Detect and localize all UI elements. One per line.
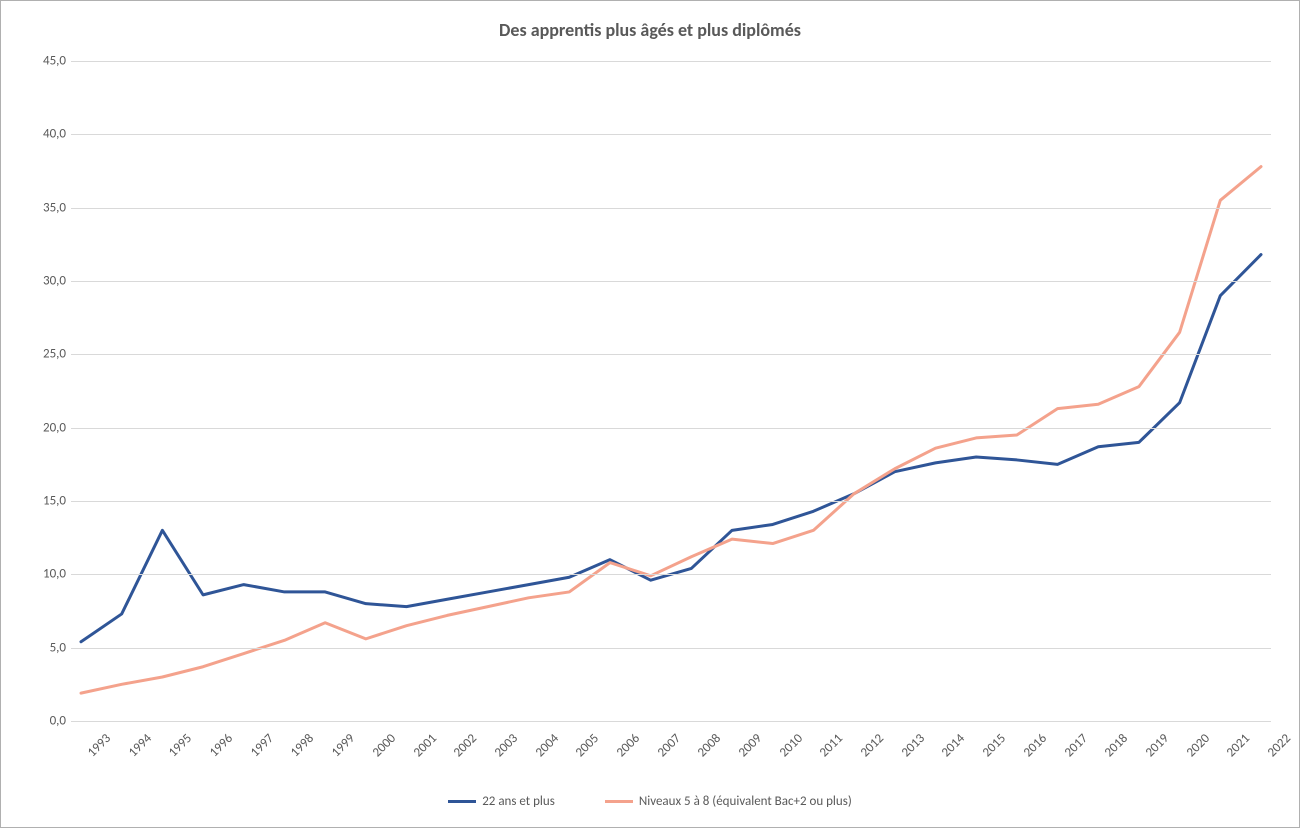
ytick-label: 15,0 bbox=[26, 494, 66, 509]
xtick-label: 2003 bbox=[492, 731, 521, 760]
legend: 22 ans et plus Niveaux 5 à 8 (équivalent … bbox=[1, 794, 1299, 809]
xtick-label: 1993 bbox=[85, 731, 114, 760]
xtick-label: 2013 bbox=[899, 731, 928, 760]
xtick-label: 2019 bbox=[1143, 731, 1172, 760]
gridline bbox=[71, 428, 1271, 429]
ytick-label: 20,0 bbox=[26, 420, 66, 435]
xtick-label: 1997 bbox=[247, 731, 276, 760]
xtick-label: 2002 bbox=[451, 731, 480, 760]
legend-swatch bbox=[605, 800, 633, 803]
xtick-label: 2000 bbox=[370, 731, 399, 760]
chart-lines bbox=[71, 61, 1271, 721]
legend-item-age22plus: 22 ans et plus bbox=[448, 794, 555, 809]
xtick-label: 1994 bbox=[125, 731, 154, 760]
gridline bbox=[71, 354, 1271, 355]
gridline bbox=[71, 721, 1271, 722]
xtick-label: 2020 bbox=[1183, 731, 1212, 760]
xtick-label: 2014 bbox=[939, 731, 968, 760]
gridline bbox=[71, 281, 1271, 282]
gridline bbox=[71, 648, 1271, 649]
xtick-label: 1995 bbox=[166, 731, 195, 760]
xtick-label: 1996 bbox=[207, 731, 236, 760]
legend-label: Niveaux 5 à 8 (équivalent Bac+2 ou plus) bbox=[639, 794, 852, 809]
xtick-label: 2006 bbox=[614, 731, 643, 760]
ytick-label: 30,0 bbox=[26, 274, 66, 289]
gridline bbox=[71, 574, 1271, 575]
plot-area: 0,05,010,015,020,025,030,035,040,045,0 bbox=[71, 61, 1271, 721]
xtick-label: 2022 bbox=[1265, 731, 1294, 760]
xtick-label: 2001 bbox=[410, 731, 439, 760]
xtick-label: 2010 bbox=[776, 731, 805, 760]
xtick-label: 2005 bbox=[573, 731, 602, 760]
ytick-label: 25,0 bbox=[26, 347, 66, 362]
xtick-label: 2011 bbox=[817, 731, 846, 760]
legend-label: 22 ans et plus bbox=[482, 794, 555, 809]
xtick-label: 2017 bbox=[1061, 731, 1090, 760]
ytick-label: 35,0 bbox=[26, 200, 66, 215]
ytick-label: 0,0 bbox=[26, 714, 66, 729]
xtick-label: 2009 bbox=[736, 731, 765, 760]
ytick-label: 5,0 bbox=[26, 640, 66, 655]
xtick-label: 2012 bbox=[858, 731, 887, 760]
xtick-label: 2007 bbox=[654, 731, 683, 760]
gridline bbox=[71, 208, 1271, 209]
xtick-label: 2016 bbox=[1021, 731, 1050, 760]
series-line-niv5a8 bbox=[81, 167, 1261, 694]
chart-container: Des apprentis plus âgés et plus diplômés… bbox=[0, 0, 1300, 828]
series-line-age22plus bbox=[81, 255, 1261, 642]
chart-title: Des apprentis plus âgés et plus diplômés bbox=[1, 19, 1299, 41]
gridline bbox=[71, 134, 1271, 135]
xtick-label: 2015 bbox=[980, 731, 1009, 760]
xtick-label: 2004 bbox=[532, 731, 561, 760]
x-axis-ticks: 1993 1994 1995 1996 1997 1998 1999 2000 2001 2002… bbox=[71, 727, 1271, 787]
legend-swatch bbox=[448, 800, 476, 803]
xtick-label: 2018 bbox=[1102, 731, 1131, 760]
legend-item-niv5a8: Niveaux 5 à 8 (équivalent Bac+2 ou plus) bbox=[605, 794, 852, 809]
gridline bbox=[71, 61, 1271, 62]
ytick-label: 10,0 bbox=[26, 567, 66, 582]
xtick-label: 2021 bbox=[1224, 731, 1253, 760]
ytick-label: 40,0 bbox=[26, 127, 66, 142]
gridline bbox=[71, 501, 1271, 502]
xtick-label: 1999 bbox=[329, 731, 358, 760]
xtick-label: 2008 bbox=[695, 731, 724, 760]
xtick-label: 1998 bbox=[288, 731, 317, 760]
ytick-label: 45,0 bbox=[26, 54, 66, 69]
